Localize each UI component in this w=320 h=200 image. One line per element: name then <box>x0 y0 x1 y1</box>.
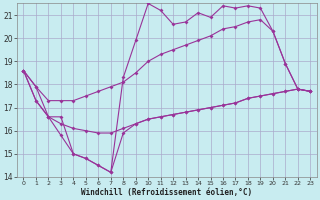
X-axis label: Windchill (Refroidissement éolien,°C): Windchill (Refroidissement éolien,°C) <box>81 188 252 197</box>
